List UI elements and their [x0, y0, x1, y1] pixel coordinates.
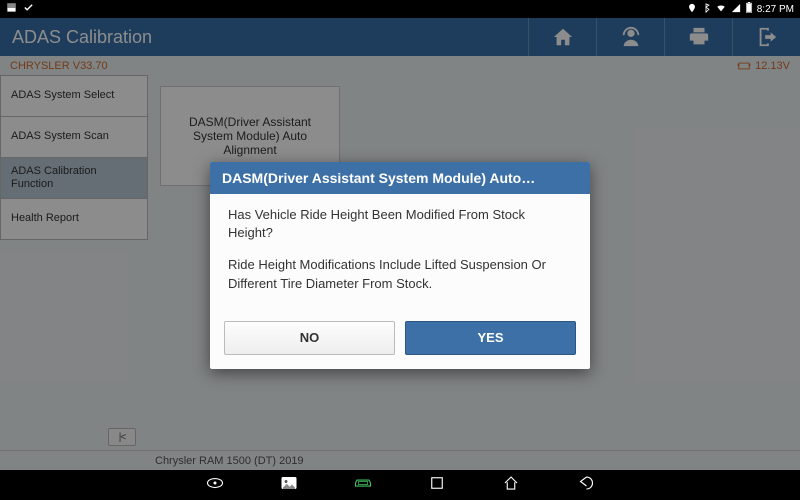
nav-diagnostic-icon[interactable] [354, 474, 372, 497]
dialog-body: Has Vehicle Ride Height Been Modified Fr… [210, 194, 590, 313]
battery-icon [745, 2, 753, 16]
confirm-dialog: DASM(Driver Assistant System Module) Aut… [210, 162, 590, 369]
nav-back-icon[interactable] [576, 474, 594, 497]
dialog-explanation: Ride Height Modifications Include Lifted… [228, 256, 572, 292]
nav-recent-icon[interactable] [428, 474, 446, 497]
bluetooth-icon [701, 3, 711, 16]
dialog-question: Has Vehicle Ride Height Been Modified Fr… [228, 206, 572, 242]
nav-gallery-icon[interactable] [280, 474, 298, 497]
dialog-yes-button[interactable]: YES [405, 321, 576, 355]
dialog-title: DASM(Driver Assistant System Module) Aut… [210, 162, 590, 194]
status-time: 8:27 PM [757, 4, 794, 15]
dialog-no-button[interactable]: NO [224, 321, 395, 355]
location-icon [687, 3, 697, 16]
nav-browser-icon[interactable] [206, 474, 224, 497]
system-nav-bar [0, 470, 800, 500]
signal-icon [731, 3, 741, 16]
notification-icon [6, 2, 17, 16]
status-bar: 8:27 PM [0, 0, 800, 18]
nav-home-icon[interactable] [502, 474, 520, 497]
check-icon [23, 2, 34, 16]
wifi-icon [715, 3, 727, 16]
